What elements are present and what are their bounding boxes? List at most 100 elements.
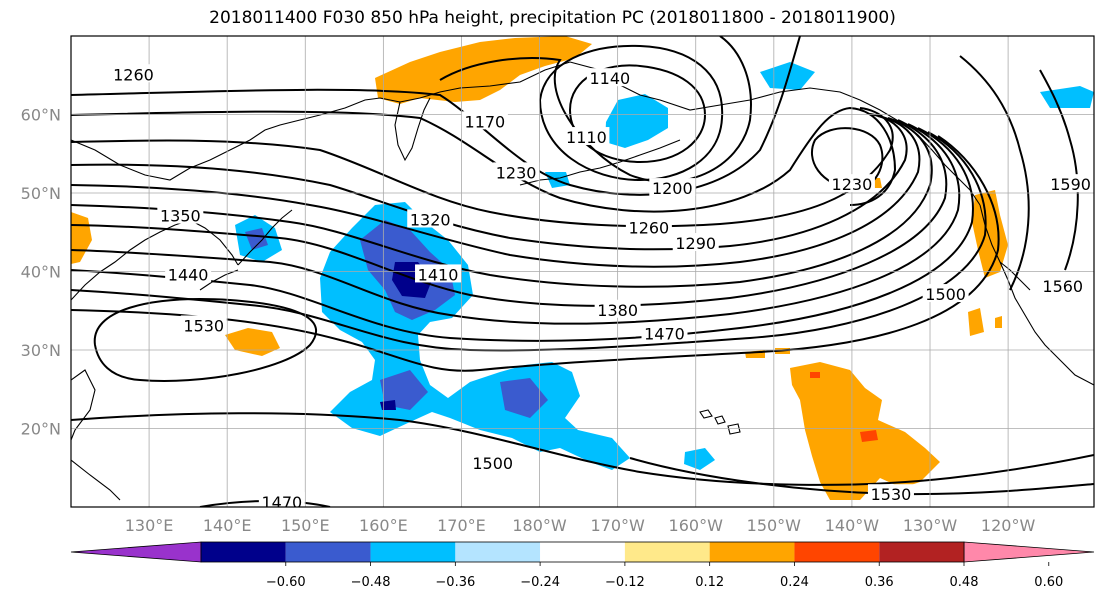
contour-label-halo xyxy=(407,209,454,228)
colorbar-outline xyxy=(200,541,965,563)
colorbar-swatch xyxy=(709,542,795,562)
contour-label: 1440 xyxy=(168,265,209,284)
lat-label: 50°N xyxy=(21,184,61,203)
contour-label-halo xyxy=(258,492,305,507)
contour-label-halo xyxy=(165,264,212,283)
contour-label-halo xyxy=(1039,276,1086,295)
colorbar-swatch xyxy=(624,542,710,562)
precip-region-orange-southjapan xyxy=(225,328,280,356)
contour-label-halo xyxy=(1047,174,1094,193)
contour-label: 1560 xyxy=(1042,277,1083,296)
contour-label-halo xyxy=(672,233,719,252)
contour-label: 1530 xyxy=(183,316,224,335)
contour-label-halo xyxy=(563,127,610,146)
contour-label-halo xyxy=(469,452,516,471)
graticule xyxy=(71,36,1094,507)
lat-label: 40°N xyxy=(21,263,61,282)
colorbar-tick-label: −0.12 xyxy=(605,575,645,590)
contour-label-halo xyxy=(157,205,204,224)
lon-label: 140°W xyxy=(825,516,880,535)
lon-label: 160°E xyxy=(359,516,408,535)
lon-label: 140°E xyxy=(203,516,252,535)
contour-labels: 1260 1140 1170 1110 1230 1200 1230 1350 1320 1260… xyxy=(110,64,1094,507)
colorbar-tick-label: 0.60 xyxy=(1034,575,1063,590)
colorbar-tick-label: 0.12 xyxy=(695,575,724,590)
precip-region-blue-japan-mid xyxy=(245,228,268,250)
contour-1380 xyxy=(71,119,948,307)
contour-label: 1110 xyxy=(566,128,607,147)
contour-1500-south xyxy=(71,412,1094,486)
precip-region-orange-west xyxy=(71,212,92,264)
colorbar-tick-label: 0.36 xyxy=(865,575,894,590)
contour-1440 xyxy=(71,127,974,342)
contour-label: 1260 xyxy=(629,218,670,237)
contour-label-halo xyxy=(641,323,688,342)
colorbar-swatch xyxy=(879,542,964,562)
colorbar-extend-low xyxy=(70,541,202,563)
colorbar-swatch xyxy=(455,542,541,562)
contour-label: 1140 xyxy=(589,69,630,88)
colorbar-tick-label: 0.48 xyxy=(950,575,979,590)
precip-region-blue-canada xyxy=(1040,86,1094,108)
contour-label: 1470 xyxy=(644,324,685,343)
contour-label-halo xyxy=(586,68,633,87)
contour-label: 1590 xyxy=(1050,175,1091,194)
contour-label: 1170 xyxy=(465,112,506,131)
contour-label: 1350 xyxy=(160,207,201,226)
contour-label-halo xyxy=(828,174,875,193)
contour-1470 xyxy=(71,131,987,352)
contour-1500 xyxy=(71,135,1000,372)
precip-region-blue-alaska xyxy=(605,94,668,148)
lon-label: 150°W xyxy=(747,516,802,535)
contour-label: 1260 xyxy=(113,65,154,84)
lon-label: 130°E xyxy=(125,516,174,535)
lon-label: 130°W xyxy=(903,516,958,535)
contour-label-halo xyxy=(922,284,969,303)
lon-label: 120°W xyxy=(981,516,1036,535)
latitude-labels: 60°N 50°N 40°N 30°N 20°N xyxy=(21,106,61,439)
contour-label: 1380 xyxy=(597,301,638,320)
precip-region-orangered xyxy=(810,372,878,442)
lon-label: 170°W xyxy=(590,516,645,535)
contour-label-halo xyxy=(415,264,462,283)
colorbar-swatch xyxy=(794,542,880,562)
contour-label: 1230 xyxy=(496,163,537,182)
precip-region-orange-siberia xyxy=(375,36,592,104)
contour-label: 1500 xyxy=(925,285,966,304)
contour-1260 xyxy=(71,107,894,228)
contour-label-halo xyxy=(625,217,672,236)
coastline-hawaii xyxy=(699,409,741,435)
colorbar-tick-label: −0.36 xyxy=(435,575,475,590)
colorbar-tick-label: 0.24 xyxy=(780,575,809,590)
contour-label: 1500 xyxy=(472,454,513,473)
precip-positive-shading xyxy=(71,36,1008,500)
lon-label: 180°W xyxy=(512,516,567,535)
colorbar-swatch xyxy=(285,542,371,562)
contour-1560 xyxy=(959,55,1030,291)
lat-label: 20°N xyxy=(21,420,61,439)
map-frame xyxy=(70,35,1095,508)
contour-label: 1530 xyxy=(871,485,912,504)
contour-label-halo xyxy=(180,315,227,334)
contour-label: 1320 xyxy=(410,210,451,229)
contour-label: 1230 xyxy=(832,175,873,194)
colorbar-swatch xyxy=(540,542,625,562)
contour-1230-east xyxy=(810,127,884,192)
precip-region-orange-coast xyxy=(972,190,1008,278)
coastline-alaska xyxy=(569,61,981,206)
longitude-labels: 130°E 140°E 150°E 160°E 170°E 180°W 170°W 160°W… xyxy=(125,516,1036,535)
contour-1410 xyxy=(71,123,961,325)
contour-label-halo xyxy=(493,162,540,181)
contour-label: 1200 xyxy=(652,179,693,198)
colorbar-tick-label: −0.24 xyxy=(520,575,560,590)
contour-1530-high xyxy=(93,298,317,382)
colorbar-swatch xyxy=(370,542,456,562)
contour-1320 xyxy=(71,115,921,268)
contour-label-halo xyxy=(594,299,641,318)
lon-label: 160°W xyxy=(669,516,724,535)
contour-label: 1410 xyxy=(418,265,459,284)
colorbar-swatch xyxy=(201,542,286,562)
contour-label-halo xyxy=(110,64,157,83)
contour-label-halo xyxy=(867,484,914,503)
